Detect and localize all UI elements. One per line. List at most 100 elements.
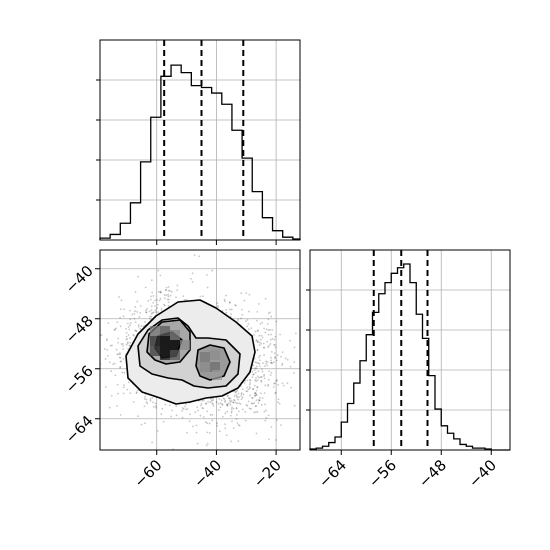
scatter-point bbox=[255, 367, 258, 370]
scatter-point bbox=[259, 396, 261, 399]
scatter-point bbox=[206, 422, 209, 424]
scatter-point bbox=[204, 421, 207, 424]
scatter-point bbox=[265, 328, 268, 331]
scatter-point bbox=[126, 342, 129, 345]
scatter-point bbox=[183, 298, 186, 301]
scatter-point bbox=[108, 406, 111, 409]
scatter-point bbox=[235, 304, 237, 307]
scatter-point bbox=[254, 394, 257, 397]
scatter-point bbox=[135, 392, 138, 395]
scatter-point bbox=[259, 392, 262, 395]
scatter-point bbox=[303, 343, 305, 345]
scatter-point bbox=[243, 381, 246, 384]
scatter-point bbox=[94, 348, 96, 350]
scatter-point bbox=[224, 423, 226, 426]
scatter-point bbox=[257, 362, 260, 365]
scatter-point bbox=[274, 356, 277, 358]
scatter-point bbox=[235, 393, 238, 396]
scatter-point bbox=[189, 413, 191, 416]
scatter-point bbox=[115, 327, 118, 330]
scatter-point bbox=[241, 396, 244, 399]
scatter-point bbox=[165, 294, 168, 297]
scatter-point bbox=[234, 401, 237, 404]
scatter-point bbox=[151, 291, 154, 294]
scatter-point bbox=[230, 313, 232, 315]
scatter-point bbox=[238, 424, 241, 427]
scatter-point bbox=[123, 371, 126, 374]
density-bin bbox=[210, 362, 220, 372]
scatter-point bbox=[150, 315, 153, 318]
scatter-point bbox=[255, 380, 257, 382]
scatter-point bbox=[128, 328, 131, 331]
scatter-point bbox=[116, 353, 119, 356]
scatter-point bbox=[185, 298, 188, 301]
scatter-point bbox=[182, 408, 185, 410]
scatter-point bbox=[235, 395, 238, 398]
scatter-point bbox=[163, 297, 166, 300]
scatter-point bbox=[255, 361, 258, 364]
scatter-point bbox=[240, 292, 243, 295]
scatter-point bbox=[256, 348, 259, 351]
scatter-point bbox=[110, 394, 113, 397]
scatter-point bbox=[251, 376, 254, 378]
hist-top-step bbox=[99, 64, 301, 240]
scatter-point bbox=[254, 361, 257, 364]
scatter-point bbox=[251, 397, 254, 399]
scatter-point bbox=[202, 407, 205, 410]
scatter-point bbox=[129, 392, 132, 394]
scatter-point bbox=[211, 419, 214, 422]
scatter-point bbox=[195, 424, 198, 427]
scatter-point bbox=[119, 365, 122, 368]
scatter-point bbox=[208, 422, 211, 425]
scatter-point bbox=[112, 363, 115, 366]
scatter-point bbox=[259, 322, 262, 325]
scatter-point bbox=[217, 304, 219, 307]
scatter-point bbox=[246, 386, 249, 389]
scatter-point bbox=[274, 346, 277, 349]
scatter-point bbox=[261, 368, 263, 371]
scatter-point bbox=[246, 390, 249, 393]
scatter-point bbox=[195, 431, 198, 434]
scatter-point bbox=[118, 356, 121, 359]
scatter-point bbox=[275, 379, 278, 382]
scatter-point bbox=[221, 309, 224, 312]
scatter-point bbox=[212, 403, 215, 405]
scatter-point bbox=[82, 356, 84, 358]
scatter-point bbox=[252, 373, 255, 376]
scatter-point bbox=[263, 373, 266, 376]
scatter-point bbox=[193, 254, 196, 256]
scatter-point bbox=[286, 358, 289, 361]
scatter-point bbox=[154, 402, 157, 405]
scatter-point bbox=[260, 334, 263, 337]
scatter-point bbox=[233, 390, 236, 393]
scatter-point bbox=[104, 358, 107, 360]
scatter-point bbox=[119, 360, 122, 363]
scatter-point bbox=[230, 440, 233, 443]
scatter-point bbox=[159, 291, 162, 294]
scatter-point bbox=[260, 342, 263, 345]
scatter-point bbox=[281, 382, 284, 385]
scatter-point bbox=[221, 403, 223, 405]
scatter-point bbox=[150, 309, 153, 312]
scatter-point bbox=[245, 404, 248, 406]
scatter-point bbox=[247, 310, 250, 313]
scatter-point bbox=[293, 404, 296, 407]
scatter-point bbox=[278, 402, 281, 405]
scatter-point bbox=[205, 403, 207, 405]
scatter-point bbox=[224, 300, 226, 302]
scatter-point bbox=[154, 309, 157, 312]
scatter-point bbox=[145, 311, 148, 314]
scatter-point bbox=[226, 394, 229, 397]
scatter-point bbox=[171, 409, 173, 412]
scatter-point bbox=[230, 308, 233, 311]
scatter-point bbox=[252, 388, 255, 390]
scatter-point bbox=[184, 403, 187, 406]
scatter-point bbox=[148, 310, 151, 313]
scatter-point bbox=[255, 377, 257, 379]
scatter-point bbox=[262, 362, 264, 365]
scatter-point bbox=[119, 413, 122, 416]
scatter-point bbox=[274, 344, 276, 346]
scatter-point bbox=[236, 389, 239, 392]
scatter-point bbox=[227, 402, 230, 405]
scatter-point bbox=[168, 298, 170, 301]
